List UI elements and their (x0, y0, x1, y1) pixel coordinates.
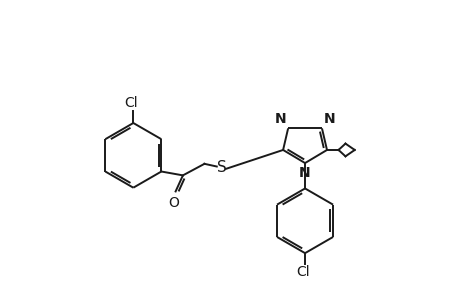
Text: O: O (168, 196, 179, 210)
Text: S: S (216, 160, 226, 175)
Text: N: N (274, 112, 286, 126)
Text: N: N (323, 112, 335, 126)
Text: Cl: Cl (295, 266, 309, 280)
Text: N: N (299, 166, 310, 180)
Text: Cl: Cl (124, 96, 138, 110)
